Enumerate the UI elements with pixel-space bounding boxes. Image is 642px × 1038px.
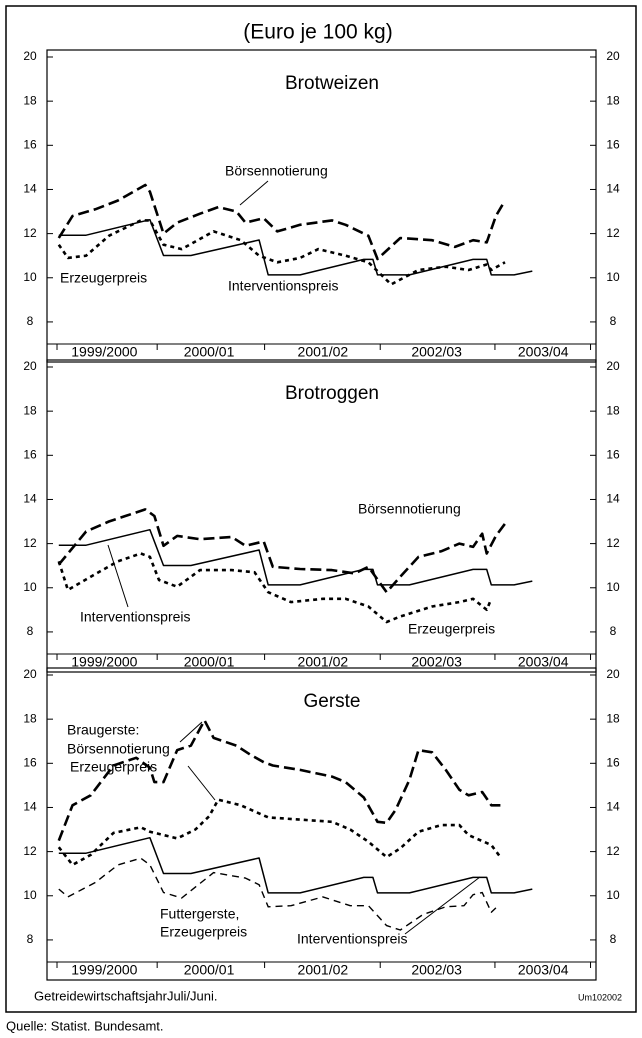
y2-tick-label: 10 (606, 580, 620, 594)
x-tick-label: 2002/03 (411, 654, 462, 670)
annotation: Börsennotierung (225, 163, 328, 179)
series-line (57, 719, 501, 842)
annotation: Erzeugerpreis (408, 621, 495, 637)
x-tick-label: 2000/01 (184, 962, 235, 978)
y2-tick-label: 12 (606, 844, 620, 858)
x-tick-label: 1999/2000 (71, 962, 137, 978)
annotation: Braugerste: (67, 722, 139, 738)
y2-tick-label: 18 (606, 711, 620, 725)
annotation: Interventionspreis (228, 278, 339, 294)
x-tick-label: 2000/01 (184, 654, 235, 670)
y-tick-label: 8 (27, 932, 34, 946)
annotation: Erzeugerpreis (160, 924, 247, 940)
x-tick-label: 2000/01 (184, 344, 235, 360)
annotation: Börsennotierung (358, 501, 461, 517)
y2-tick-label: 10 (606, 888, 620, 902)
y2-tick-label: 14 (606, 800, 620, 814)
outer-frame (5, 5, 637, 1013)
page-title: (Euro je 100 kg) (243, 21, 392, 44)
y2-tick-label: 20 (606, 667, 620, 681)
y-tick-label: 14 (23, 182, 37, 196)
leader-line (179, 721, 203, 743)
y-tick-label: 14 (23, 492, 37, 506)
y-tick-label: 20 (23, 359, 37, 373)
annotation: Erzeugerpreis (70, 759, 157, 775)
y-tick-label: 12 (23, 536, 37, 550)
x-tick-label: 2001/02 (298, 654, 349, 670)
y-tick-label: 12 (23, 226, 37, 240)
x-tick-label: 2001/02 (298, 344, 349, 360)
series-line (57, 219, 506, 286)
series-line (58, 528, 533, 586)
panel-frame (46, 667, 597, 981)
y-tick-label: 8 (27, 314, 34, 328)
y2-tick-label: 12 (606, 536, 620, 550)
annotation: Interventionspreis (297, 931, 408, 947)
y-tick-label: 16 (23, 137, 37, 151)
leader-line (239, 180, 269, 206)
y2-tick-label: 18 (606, 403, 620, 417)
series-line (57, 798, 502, 867)
x-tick-label: 2003/04 (518, 962, 569, 978)
panel-title: Gerste (303, 691, 360, 712)
panel-title: Brotroggen (285, 383, 379, 404)
y2-tick-label: 16 (606, 137, 620, 151)
y-tick-label: 16 (23, 755, 37, 769)
leader-line (187, 765, 216, 801)
y-tick-label: 18 (23, 403, 37, 417)
annotation: Interventionspreis (80, 609, 191, 625)
y2-tick-label: 14 (606, 492, 620, 506)
x-tick-label: 2003/04 (518, 344, 569, 360)
y2-tick-label: 14 (606, 182, 620, 196)
y2-tick-label: 18 (606, 93, 620, 107)
footnote: GetreidewirtschaftsjahrJuli/Juni. (34, 988, 218, 1003)
y-tick-label: 18 (23, 93, 37, 107)
annotation: Erzeugerpreis (60, 270, 147, 286)
series-line (58, 857, 497, 931)
y-tick-label: 10 (23, 580, 37, 594)
y2-tick-label: 16 (606, 755, 620, 769)
annotation: Börsennotierung (67, 741, 170, 757)
chart-code: Um102002 (578, 992, 622, 1002)
x-tick-label: 2002/03 (411, 962, 462, 978)
panel-title: Brotweizen (285, 73, 379, 94)
y2-tick-label: 20 (606, 359, 620, 373)
y2-tick-label: 10 (606, 270, 620, 284)
series-line (57, 508, 507, 594)
series-line (57, 552, 493, 624)
x-tick-label: 2002/03 (411, 344, 462, 360)
y-tick-label: 10 (23, 270, 37, 284)
panel-frame (46, 359, 597, 673)
y2-tick-label: 8 (610, 932, 617, 946)
panel-frame (46, 49, 597, 363)
x-tick-label: 1999/2000 (71, 344, 137, 360)
series-line (57, 183, 507, 261)
series-line (58, 836, 533, 894)
source: Quelle: Statist. Bundesamt. (6, 1018, 164, 1033)
y-tick-label: 8 (27, 624, 34, 638)
y-tick-label: 14 (23, 800, 37, 814)
y-tick-label: 12 (23, 844, 37, 858)
y-tick-label: 20 (23, 49, 37, 63)
annotation: Futtergerste, (160, 906, 239, 922)
y-tick-label: 16 (23, 447, 37, 461)
x-tick-label: 1999/2000 (71, 654, 137, 670)
leader-line (404, 876, 481, 935)
series-line (58, 218, 533, 276)
y2-tick-label: 12 (606, 226, 620, 240)
leader-line (107, 544, 129, 608)
x-tick-label: 2001/02 (298, 962, 349, 978)
y2-tick-label: 20 (606, 49, 620, 63)
y2-tick-label: 8 (610, 624, 617, 638)
y-tick-label: 10 (23, 888, 37, 902)
y-tick-label: 18 (23, 711, 37, 725)
y-tick-label: 20 (23, 667, 37, 681)
y2-tick-label: 8 (610, 314, 617, 328)
y2-tick-label: 16 (606, 447, 620, 461)
x-tick-label: 2003/04 (518, 654, 569, 670)
